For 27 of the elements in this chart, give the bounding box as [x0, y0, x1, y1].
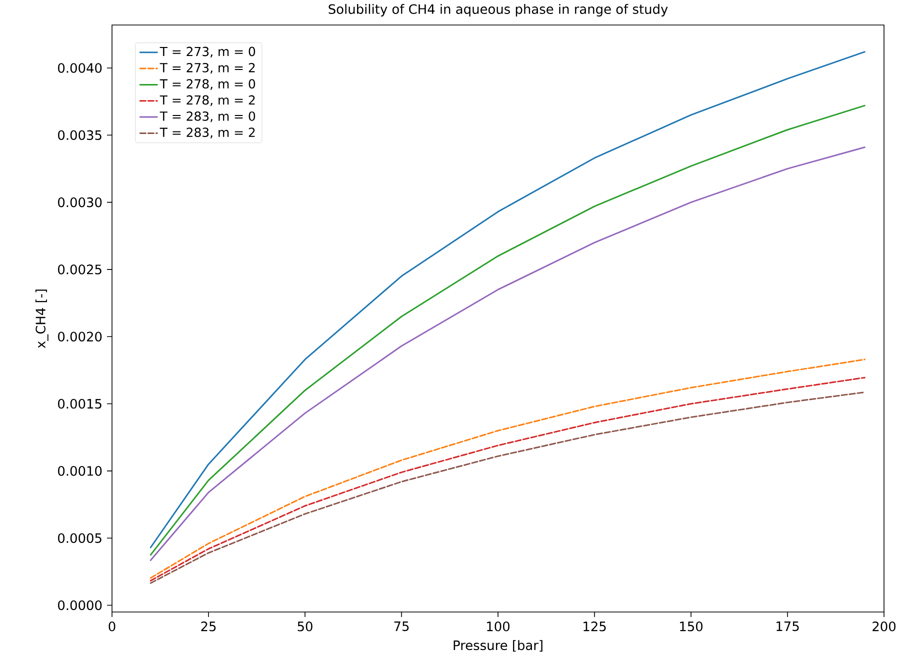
chart-title: Solubility of CH4 in aqueous phase in range of study: [328, 4, 668, 16]
legend-label: T = 273, m = 2: [160, 62, 255, 74]
legend-label: T = 278, m = 2: [160, 95, 255, 106]
x-tick-label: 150: [680, 622, 702, 632]
y-tick-label: 0.0025: [58, 264, 102, 274]
y-tick-label: 0.0030: [58, 197, 102, 208]
y-tick-label: 0.0005: [58, 533, 102, 544]
y-axis-title: x_CH4 [-]: [35, 290, 48, 348]
y-tick-label: 0.0020: [58, 332, 102, 342]
x-tick-label: 200: [872, 622, 896, 632]
x-tick-label: 50: [298, 622, 312, 632]
legend-label: T = 283, m = 0: [160, 111, 256, 122]
legend-label: T = 283, m = 2: [160, 128, 255, 138]
legend-label: T = 278, m = 0: [160, 79, 256, 90]
y-tick-label: 0.0040: [58, 63, 102, 73]
x-tick-label: 125: [584, 622, 606, 632]
legend-label: T = 273, m = 0: [160, 46, 256, 58]
y-tick-label: 0.0000: [58, 600, 102, 610]
x-tick-label: 100: [487, 622, 510, 632]
x-tick-label: 75: [394, 622, 409, 632]
y-tick-label: 0.0010: [58, 466, 102, 476]
x-tick-label: 175: [776, 622, 799, 632]
x-tick-label: 25: [201, 622, 216, 632]
x-axis-title: Pressure [bar]: [454, 640, 542, 652]
x-tick-label: 0: [108, 622, 116, 632]
y-tick-label: 0.0015: [58, 398, 102, 409]
y-tick-label: 0.0035: [58, 130, 102, 140]
